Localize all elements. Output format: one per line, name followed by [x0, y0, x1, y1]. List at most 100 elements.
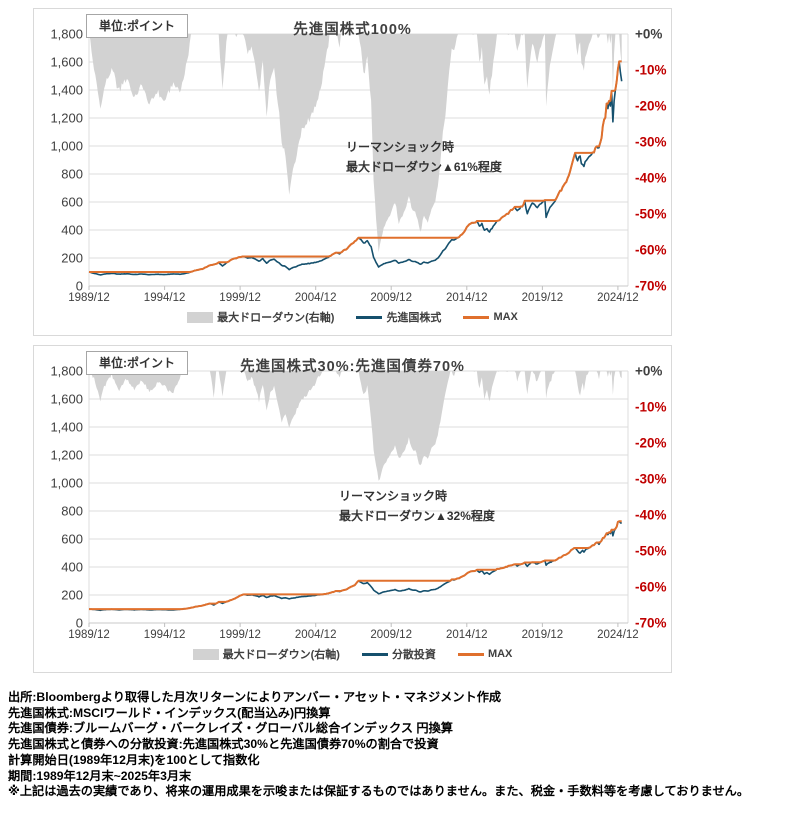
- y-axis-left-label: 200: [61, 251, 83, 266]
- footnote-equity-index: 先進国株式:MSCIワールド・インデックス(配当込み)円換算: [8, 705, 331, 720]
- balanced-chart-svg: 1989/12 1994/12 1999/12 2004/12 2009/12 2014/…: [50, 364, 667, 642]
- x-axis-label: 2019/12: [522, 292, 564, 304]
- footnote-bond-index: 先進国債券:ブルームバーグ・バークレイズ・グローバル総合インデックス 円換算: [8, 721, 453, 736]
- y-axis-right-label: -40%: [635, 508, 667, 523]
- max-line: [89, 520, 622, 611]
- footnote-base-date: 計算開始日(1989年12月末)を100として指数化: [8, 752, 260, 767]
- x-axis-label: 2009/12: [370, 292, 412, 304]
- legend-label: 先進国株式: [386, 312, 442, 324]
- annotation-line-2: 最大ドローダウン▲61%程度: [346, 160, 502, 174]
- y-axis-right-label: -20%: [635, 436, 667, 451]
- legend-label: 分散投資: [391, 649, 436, 661]
- max-line: [89, 60, 622, 273]
- index-line: [88, 520, 622, 612]
- chart-title-balanced: 先進国株式30%:先進国債券70%: [240, 359, 465, 375]
- footnote-source: 出所:Bloombergより取得した月次リターンによりアンバー・アセット・マネジ…: [8, 690, 502, 704]
- footnote-disclaimer: ※上記は過去の実績であり、将来の運用成果を示唆または保証するものではありません。…: [8, 784, 750, 799]
- chart-panel-balanced-30-70: 1989/12 1994/12 1999/12 2004/12 2009/12 2014/…: [33, 345, 672, 673]
- legend-item-drawdown: 最大ドローダウン(右軸): [187, 309, 334, 325]
- y-axis-left-label: 200: [61, 588, 83, 603]
- legend: 最大ドローダウン(右軸) 先進国株式 MAX: [34, 308, 671, 326]
- y-axis-left-label: 1,800: [50, 364, 83, 379]
- x-axis-label: 2014/12: [446, 629, 488, 641]
- footnotes: 出所:Bloombergより取得した月次リターンによりアンバー・アセット・マネジ…: [8, 690, 796, 800]
- y-axis-left-label: 600: [61, 195, 83, 210]
- legend-item-index: 先進国株式: [356, 309, 441, 325]
- x-axis-label: 2009/12: [370, 629, 412, 641]
- x-axis-label: 2004/12: [295, 629, 337, 641]
- legend-item-drawdown: 最大ドローダウン(右軸): [192, 646, 340, 662]
- y-axis-left-label: 400: [61, 560, 83, 575]
- y-axis-right-label: -70%: [635, 279, 667, 294]
- max-line-swatch: [463, 315, 490, 319]
- max-drawdown-area: [89, 371, 622, 481]
- y-axis-left-label: 1,200: [50, 448, 83, 463]
- y-axis-right-label: -40%: [635, 171, 667, 186]
- x-axis-label: 1994/12: [144, 629, 186, 641]
- max-drawdown-area: [89, 34, 622, 253]
- y-axis-left-label: 1,800: [50, 27, 83, 42]
- legend-item-max: MAX: [457, 648, 513, 660]
- y-axis-right-label: -10%: [635, 400, 667, 415]
- y-axis-right-label: +0%: [635, 364, 662, 379]
- x-axis-label: 2024/12: [597, 629, 639, 641]
- lehman-shock-annotation: リーマンショック時 最大ドローダウン▲61%程度: [346, 137, 502, 177]
- unit-label: 単位:ポイント: [86, 351, 188, 375]
- legend-label: MAX: [487, 648, 513, 660]
- y-axis-left-label: 1,000: [50, 476, 83, 491]
- x-axis-label: 1989/12: [68, 292, 110, 304]
- x-axis-label: 1999/12: [219, 629, 261, 641]
- lehman-shock-annotation: リーマンショック時 最大ドローダウン▲32%程度: [339, 486, 495, 526]
- annotation-line-1: リーマンショック時: [339, 489, 448, 503]
- y-axis-left-label: 800: [61, 504, 83, 519]
- annotation-line-1: リーマンショック時: [346, 140, 455, 154]
- diversified-line-swatch: [361, 652, 388, 656]
- x-axis-label: 1999/12: [219, 292, 261, 304]
- y-axis-left-label: 600: [61, 532, 83, 547]
- legend-label: 最大ドローダウン(右軸): [217, 312, 335, 324]
- legend: 最大ドローダウン(右軸) 分散投資 MAX: [34, 645, 671, 663]
- y-axis-right-label: -30%: [635, 472, 667, 487]
- unit-label: 単位:ポイント: [86, 14, 188, 38]
- y-axis-right-label: +0%: [635, 27, 662, 42]
- y-axis-left-label: 1,600: [50, 392, 83, 407]
- y-axis-right-label: -10%: [635, 63, 667, 78]
- y-axis-left-label: 400: [61, 223, 83, 238]
- y-axis-right-label: -70%: [635, 616, 667, 631]
- y-axis-right-label: -50%: [635, 207, 667, 222]
- index-line-swatch: [356, 315, 383, 319]
- legend-label: 最大ドローダウン(右軸): [222, 649, 340, 661]
- y-axis-right-label: -60%: [635, 580, 667, 595]
- y-axis-left-label: 1,400: [50, 83, 83, 98]
- chart-title-equity: 先進国株式100%: [293, 22, 412, 38]
- x-axis-label: 1989/12: [68, 629, 110, 641]
- y-axis-left-label: 1,400: [50, 420, 83, 435]
- legend-item-index: 分散投資: [361, 646, 436, 662]
- drawdown-area-swatch: [192, 648, 219, 660]
- x-axis-label: 2004/12: [295, 292, 337, 304]
- annotation-line-2: 最大ドローダウン▲32%程度: [339, 509, 495, 523]
- y-axis-right-label: -60%: [635, 243, 667, 258]
- legend-label: MAX: [493, 311, 518, 323]
- drawdown-area-swatch: [187, 311, 214, 323]
- y-axis-right-label: -30%: [635, 135, 667, 150]
- x-axis-label: 2014/12: [446, 292, 488, 304]
- footnote-period: 期間:1989年12月末~2025年3月末: [8, 768, 192, 783]
- y-axis-right-label: -50%: [635, 544, 667, 559]
- x-axis-label: 2019/12: [522, 629, 564, 641]
- y-axis-right-label: -20%: [635, 99, 667, 114]
- y-axis-left-label: 800: [61, 167, 83, 182]
- max-line-swatch: [457, 652, 484, 656]
- x-axis-label: 2024/12: [597, 292, 639, 304]
- y-axis-left-label: 1,200: [50, 111, 83, 126]
- footnote-allocation: 先進国株式と債券への分散投資:先進国株式30%と先進国債券70%の割合で投資: [8, 737, 439, 752]
- equity-chart-svg: 1989/12 1994/12 1999/12 2004/12 2009/12 2014/…: [50, 27, 667, 305]
- x-axis-label: 1994/12: [144, 292, 186, 304]
- y-axis-left-label: 1,600: [50, 55, 83, 70]
- legend-item-max: MAX: [463, 311, 518, 323]
- y-axis-left-label: 0: [76, 616, 83, 631]
- y-axis-left-label: 1,000: [50, 139, 83, 154]
- chart-panel-equity-100: 1989/12 1994/12 1999/12 2004/12 2009/12 2014/…: [33, 8, 672, 336]
- y-axis-left-label: 0: [76, 279, 83, 294]
